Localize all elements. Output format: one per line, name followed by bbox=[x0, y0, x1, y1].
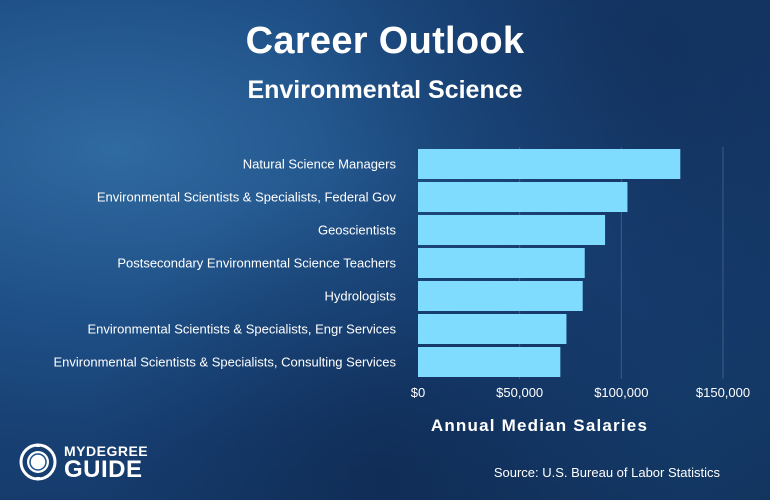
bar bbox=[418, 347, 561, 377]
x-tick-label: $100,000 bbox=[594, 385, 648, 400]
bar bbox=[418, 314, 567, 344]
compass-logo-icon bbox=[19, 443, 57, 481]
category-label: Hydrologists bbox=[324, 289, 396, 304]
bar bbox=[418, 248, 585, 278]
bar bbox=[418, 149, 681, 179]
category-label: Geoscientists bbox=[318, 223, 397, 238]
category-label: Postsecondary Environmental Science Teac… bbox=[117, 256, 396, 271]
category-label: Environmental Scientists & Specialists, … bbox=[54, 355, 397, 370]
source-note: Source: U.S. Bureau of Labor Statistics bbox=[493, 465, 720, 480]
mydegree-guide-logo[interactable]: MYDEGREE GUIDE bbox=[18, 440, 168, 488]
salary-bar-chart: Natural Science Managers Environmental Sc… bbox=[54, 149, 750, 400]
bar bbox=[418, 182, 628, 212]
bar bbox=[418, 281, 583, 311]
page-title: Career Outlook bbox=[245, 20, 525, 62]
page-subtitle: Environmental Science bbox=[247, 76, 523, 104]
x-tick-label: $150,000 bbox=[696, 385, 750, 400]
category-label: Environmental Scientists & Specialists, … bbox=[97, 190, 397, 205]
bar bbox=[418, 215, 606, 245]
logo-text-top: MYDEGREE bbox=[64, 443, 149, 459]
category-label: Natural Science Managers bbox=[243, 157, 397, 172]
logo-text-bottom: GUIDE bbox=[64, 456, 143, 483]
x-tick-label: $50,000 bbox=[496, 385, 543, 400]
x-axis-label: Annual Median Salaries bbox=[430, 416, 649, 435]
category-label: Environmental Scientists & Specialists, … bbox=[87, 322, 396, 337]
x-tick-label: $0 bbox=[411, 385, 425, 400]
